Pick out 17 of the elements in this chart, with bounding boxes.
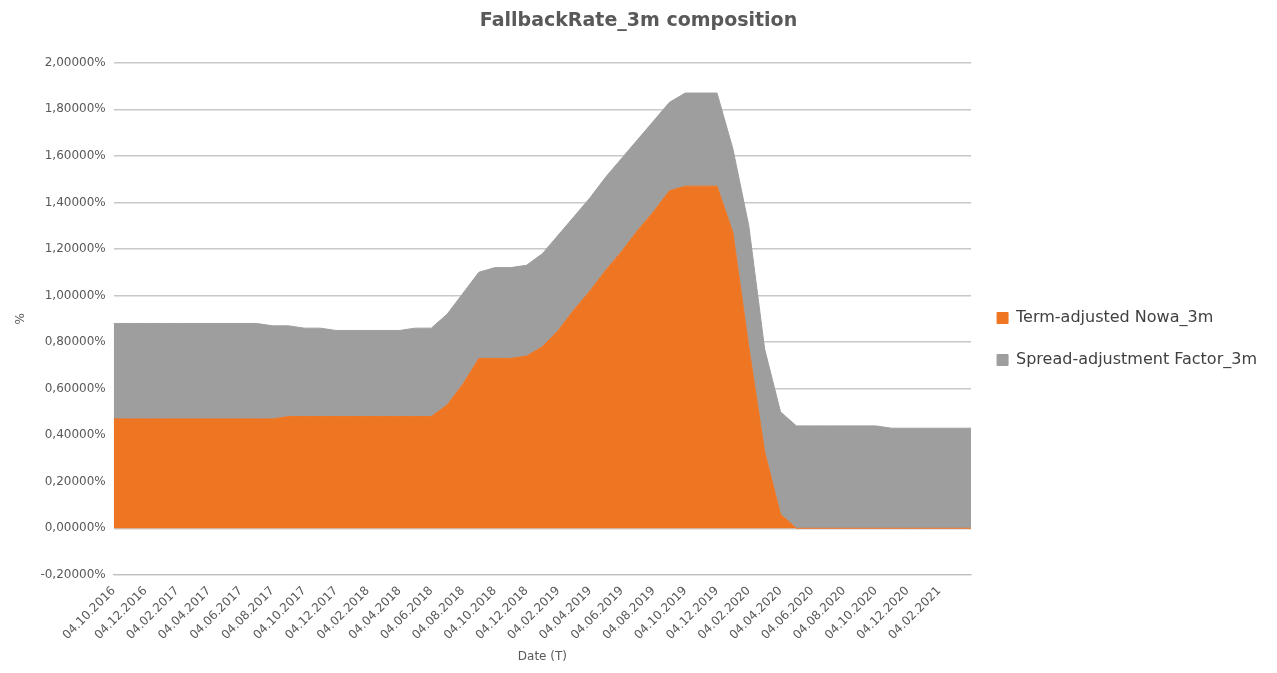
- legend-label: Spread-adjustment Factor_3m: [1016, 349, 1258, 370]
- y-tick-label: 0,60000%: [44, 380, 106, 395]
- x-axis-title: Date (T): [517, 648, 568, 663]
- y-axis-title: %: [13, 313, 28, 325]
- y-tick-label: 0,80000%: [44, 334, 106, 349]
- y-tick-label: 2,00000%: [44, 54, 106, 69]
- chart-title: FallbackRate_3m composition: [479, 8, 798, 32]
- legend-label: Term-adjusted Nowa_3m: [1015, 307, 1214, 328]
- y-tick-label: 1,60000%: [44, 148, 106, 163]
- y-tick-label: 1,40000%: [44, 194, 106, 209]
- y-tick-label: 1,00000%: [44, 287, 106, 302]
- y-tick-label: -0,20000%: [40, 566, 106, 581]
- y-tick-label: 1,20000%: [44, 241, 106, 256]
- y-tick-label: 0,00000%: [44, 520, 106, 535]
- y-tick-label: 0,20000%: [44, 473, 106, 488]
- y-tick-label: 0,40000%: [44, 427, 106, 442]
- y-tick-label: 1,80000%: [44, 101, 106, 116]
